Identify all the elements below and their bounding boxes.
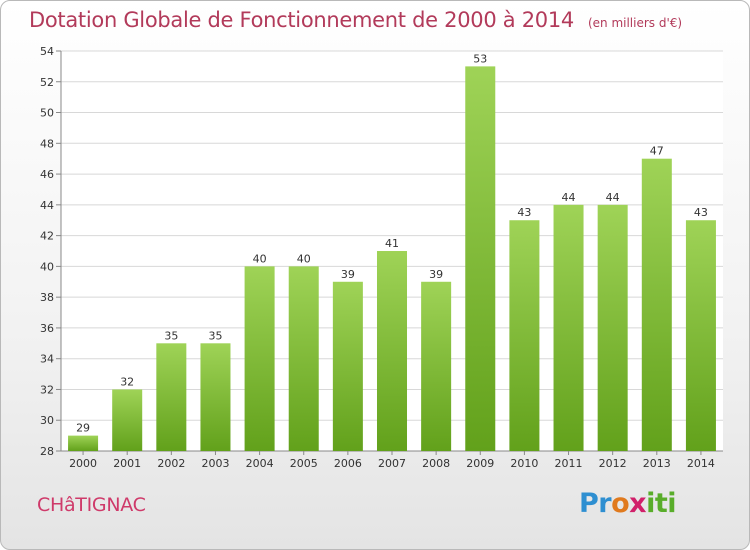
bar [332, 281, 363, 451]
y-tick-label: 52 [40, 76, 54, 89]
title-text: Dotation Globale de Fonctionnement de 20… [29, 8, 574, 32]
data-label: 43 [517, 206, 531, 219]
bar [288, 266, 319, 451]
x-tick-label: 2001 [113, 457, 141, 470]
x-tick-label: 2014 [687, 457, 715, 470]
x-tick-label: 2008 [422, 457, 450, 470]
data-label: 43 [694, 206, 708, 219]
data-label: 32 [120, 375, 134, 388]
commune-name: CHâTIGNAC [37, 494, 146, 516]
bar [421, 281, 452, 451]
data-label: 41 [385, 237, 399, 250]
data-label: 40 [297, 252, 311, 265]
bar [553, 204, 584, 451]
y-tick-label: 48 [40, 137, 54, 150]
bar [112, 389, 143, 451]
bar [376, 251, 408, 451]
bar [156, 343, 187, 451]
y-tick-label: 40 [40, 260, 54, 273]
data-label: 35 [164, 329, 178, 342]
y-tick-label: 38 [40, 291, 54, 304]
data-label: 44 [562, 191, 576, 204]
x-tick-label: 2000 [69, 457, 97, 470]
bar [244, 266, 275, 451]
y-tick-label: 54 [40, 45, 54, 58]
x-tick-label: 2006 [334, 457, 362, 470]
x-tick-label: 2002 [157, 457, 185, 470]
x-tick-label: 2009 [466, 457, 494, 470]
bar [200, 343, 231, 451]
chart-title: Dotation Globale de Fonctionnement de 20… [29, 8, 682, 32]
bar [465, 66, 496, 451]
x-tick-label: 2011 [555, 457, 583, 470]
data-label: 44 [606, 191, 620, 204]
x-tick-label: 2013 [643, 457, 671, 470]
y-tick-label: 42 [40, 230, 54, 243]
data-label: 47 [650, 145, 664, 158]
x-tick-label: 2010 [510, 457, 538, 470]
data-label: 39 [429, 268, 443, 281]
proxiti-logo: Proxiti [579, 488, 677, 519]
x-tick-label: 2004 [246, 457, 274, 470]
y-tick-label: 50 [40, 107, 54, 120]
y-tick-label: 30 [40, 414, 54, 427]
y-tick-label: 34 [40, 353, 54, 366]
bar [685, 220, 716, 451]
y-tick-label: 28 [40, 445, 54, 458]
bar [509, 220, 540, 451]
data-label: 53 [473, 52, 487, 65]
data-label: 35 [208, 329, 222, 342]
x-tick-label: 2003 [201, 457, 229, 470]
data-label: 39 [341, 268, 355, 281]
x-tick-label: 2012 [599, 457, 627, 470]
y-tick-label: 46 [40, 168, 54, 181]
data-label: 40 [253, 252, 267, 265]
x-tick-label: 2005 [290, 457, 318, 470]
y-tick-label: 36 [40, 322, 54, 335]
x-tick-label: 2007 [378, 457, 406, 470]
y-tick-label: 44 [40, 199, 54, 212]
y-tick-label: 32 [40, 383, 54, 396]
bar [68, 435, 99, 451]
bar [597, 204, 628, 451]
data-label: 29 [76, 422, 90, 435]
bar [641, 158, 672, 451]
unit-label: (en milliers d'€) [587, 16, 683, 30]
